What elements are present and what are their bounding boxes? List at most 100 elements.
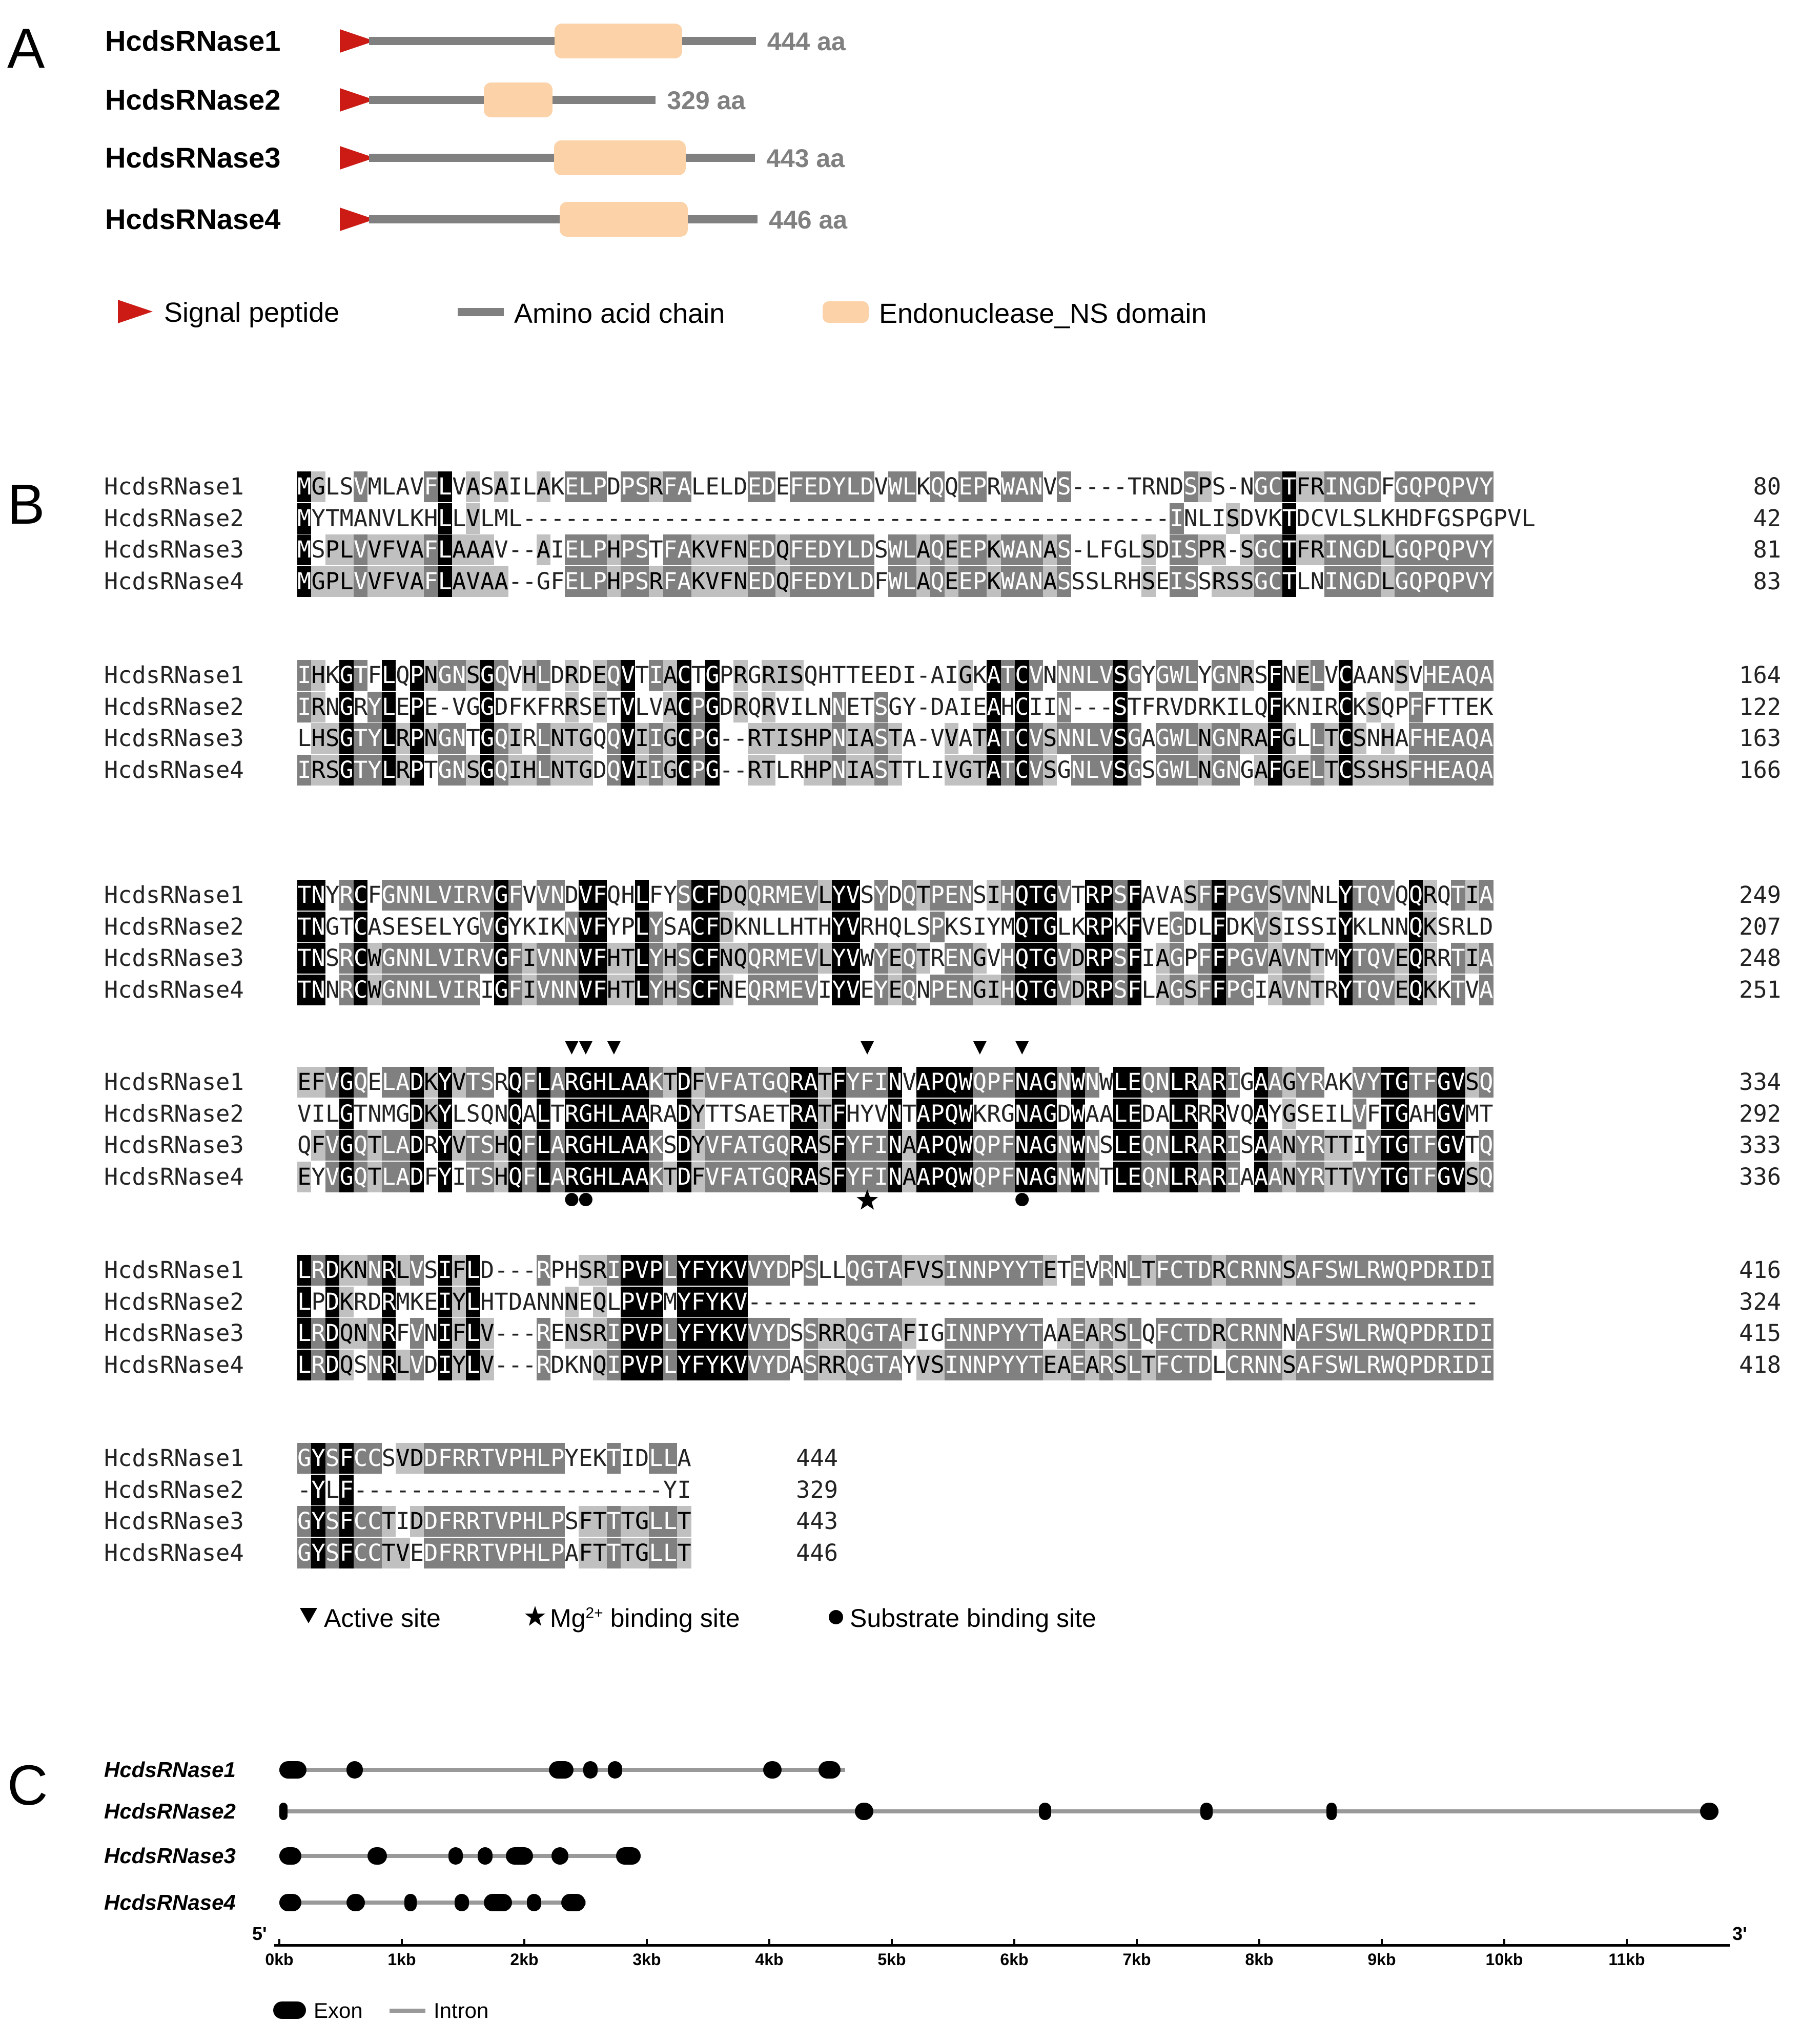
residue: N bbox=[1155, 1067, 1170, 1098]
signal-peptide-icon bbox=[340, 29, 375, 53]
alignment-row: HcdsRNase3 TNSRCWGNNLVIRVGFIVNNVFHTLYHSCF… bbox=[0, 943, 1800, 974]
residue: V bbox=[1324, 662, 1339, 689]
residue: T bbox=[1127, 693, 1142, 720]
sequence-end-position: 81 bbox=[1753, 536, 1781, 563]
residue: Q bbox=[606, 660, 621, 691]
residue: K bbox=[691, 534, 706, 565]
residue: L bbox=[1521, 504, 1536, 532]
residue: G bbox=[1043, 943, 1057, 974]
residue: G bbox=[1043, 1067, 1057, 1098]
residue: K bbox=[1268, 504, 1282, 532]
residue: A bbox=[550, 1130, 565, 1161]
alignment-row: HcdsRNase4 LRDQSNRLVDIYLV---RDKNQIPVPLYFY… bbox=[0, 1349, 1800, 1380]
residue: N bbox=[1057, 1067, 1071, 1098]
residue: Q bbox=[592, 1349, 607, 1380]
residue: C bbox=[353, 880, 368, 911]
residue: S bbox=[424, 1256, 438, 1284]
residue: H bbox=[606, 534, 621, 565]
residue: P bbox=[508, 1506, 523, 1537]
exon-block bbox=[454, 1894, 469, 1911]
residue: A bbox=[353, 504, 368, 532]
residue: I bbox=[311, 1100, 325, 1127]
residue: Q bbox=[1437, 534, 1451, 565]
residue: N bbox=[972, 1318, 987, 1349]
sequence-residues: QFVGQTLADRYVTSHQFLARGHLAAKSDYVFATGQRASFY… bbox=[297, 1130, 1494, 1161]
residue: L bbox=[1127, 536, 1142, 563]
residue: M bbox=[297, 503, 312, 534]
residue: H bbox=[592, 1098, 607, 1129]
alignment-row: HcdsRNase4 TNNRCWGNNLVIRIGFIVNNVFHTLYHSCF… bbox=[0, 974, 1800, 1005]
residue: - bbox=[1380, 1288, 1395, 1315]
residue: Q bbox=[972, 1130, 987, 1161]
residue: K bbox=[1353, 693, 1367, 720]
residue: Q bbox=[944, 1067, 959, 1098]
residue: S bbox=[1225, 503, 1240, 534]
residue: T bbox=[972, 723, 987, 754]
residue: I bbox=[1141, 944, 1156, 972]
residue: V bbox=[1099, 754, 1114, 786]
residue: A bbox=[1141, 725, 1156, 752]
residue: V bbox=[1029, 660, 1044, 691]
residue: G bbox=[1043, 974, 1057, 1005]
residue: H bbox=[592, 1130, 607, 1161]
residue: N bbox=[733, 566, 748, 597]
residue: F bbox=[1212, 880, 1226, 911]
residue: S bbox=[1268, 911, 1282, 942]
residue: D bbox=[1183, 913, 1198, 940]
residue: L bbox=[1127, 1349, 1142, 1380]
residue: R bbox=[1240, 660, 1254, 691]
residue: G bbox=[396, 1100, 410, 1127]
residue: V bbox=[1465, 534, 1480, 565]
residue: P bbox=[508, 1443, 523, 1474]
residue: - bbox=[1225, 1288, 1240, 1315]
residue: A bbox=[1085, 1318, 1099, 1349]
residue: - bbox=[635, 1476, 649, 1503]
residue: F bbox=[1000, 1067, 1015, 1098]
residue: K bbox=[649, 1161, 663, 1192]
residue: - bbox=[1057, 504, 1071, 532]
residue: A bbox=[1240, 1163, 1254, 1190]
residue: Y bbox=[761, 1318, 776, 1349]
residue: - bbox=[677, 504, 691, 532]
residue: T bbox=[817, 1067, 832, 1098]
residue: F bbox=[1423, 693, 1437, 720]
legend-substrate-binding-site: Substrate binding site bbox=[850, 1604, 1096, 1633]
residue: S bbox=[1324, 1318, 1339, 1349]
substrate-binding-marker bbox=[1015, 1193, 1029, 1206]
residue: I bbox=[677, 1476, 691, 1503]
residue: V bbox=[621, 723, 635, 754]
residue: W bbox=[1000, 566, 1015, 597]
residue: N bbox=[550, 943, 565, 974]
residue: W bbox=[1071, 1067, 1086, 1098]
residue: L bbox=[1366, 504, 1381, 532]
residue: P bbox=[550, 1506, 565, 1537]
residue: K bbox=[522, 693, 537, 720]
residue: R bbox=[1240, 1318, 1254, 1349]
residue: T bbox=[297, 943, 312, 974]
residue: P bbox=[987, 1255, 1001, 1286]
residue: Y bbox=[1015, 1318, 1029, 1349]
residue: Q bbox=[775, 1130, 790, 1161]
residue: L bbox=[1113, 1161, 1128, 1192]
residue: Q bbox=[930, 534, 945, 565]
residue: V bbox=[1254, 943, 1269, 974]
residue: R bbox=[832, 1318, 846, 1349]
residue: A bbox=[1155, 974, 1170, 1005]
residue: - bbox=[874, 504, 888, 532]
residue: L bbox=[579, 566, 593, 597]
residue: S bbox=[1366, 754, 1381, 786]
residue: L bbox=[649, 1506, 663, 1537]
residue: N bbox=[1282, 662, 1297, 689]
residue: R bbox=[564, 1161, 579, 1192]
residue: - bbox=[494, 1319, 508, 1347]
residue: L bbox=[438, 534, 452, 565]
exon-block bbox=[279, 1847, 302, 1865]
residue: T bbox=[1324, 754, 1339, 786]
residue: G bbox=[705, 754, 720, 786]
residue: - bbox=[789, 504, 804, 532]
residue: E bbox=[874, 662, 888, 689]
residue: K bbox=[339, 1255, 354, 1286]
residue: N bbox=[367, 1318, 382, 1349]
residue: I bbox=[649, 754, 663, 786]
residue: N bbox=[550, 880, 565, 911]
